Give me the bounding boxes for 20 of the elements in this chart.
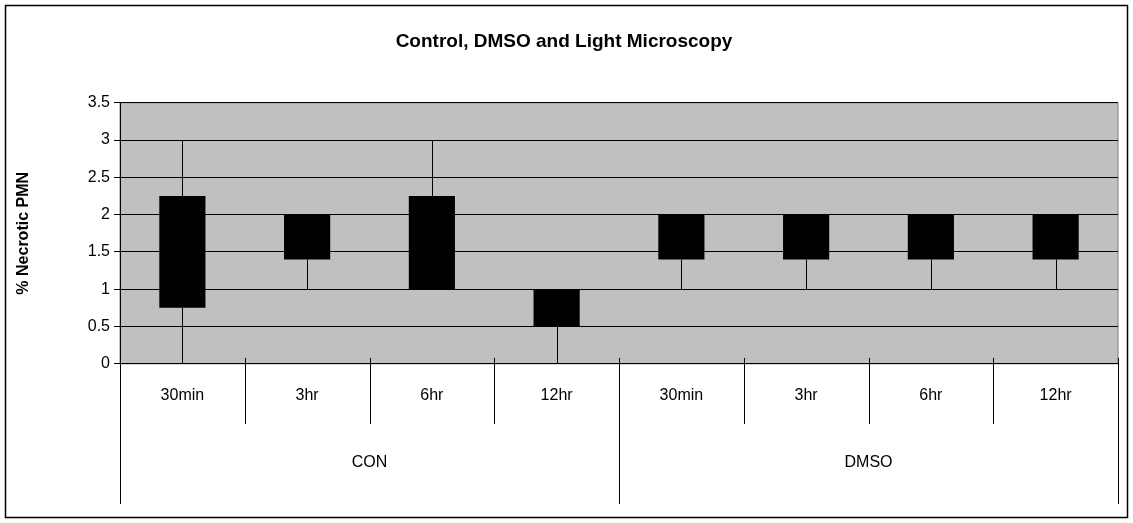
x-tick-label: 6hr [420,385,445,403]
y-tick-label: 1 [101,279,111,297]
x-tick-label: 30min [160,385,205,403]
x-tick-label: 3hr [794,385,819,403]
y-tick-label: 3.5 [87,93,111,111]
x-tick-label: 3hr [295,385,320,403]
text: DMSO [844,453,893,471]
chart-title: Control, DMSO and Light Microscopy [395,29,733,51]
y-axis-title: % Necrotic PMN [14,171,32,295]
x-tick-label: 12hr [1039,385,1073,403]
y-tick-label: 1.5 [87,242,111,260]
y-tick-label: 2.5 [87,167,111,185]
x-tick-label: 6hr [919,385,944,403]
y-tick-label: 2 [101,205,111,223]
y-tick-label: 0 [101,354,111,372]
text: CON [351,453,388,471]
x-tick-label: 12hr [540,385,574,403]
y-tick-label: 3 [101,130,111,148]
x-tick-label: 30min [659,385,704,403]
y-tick-label: 0.5 [87,316,111,334]
